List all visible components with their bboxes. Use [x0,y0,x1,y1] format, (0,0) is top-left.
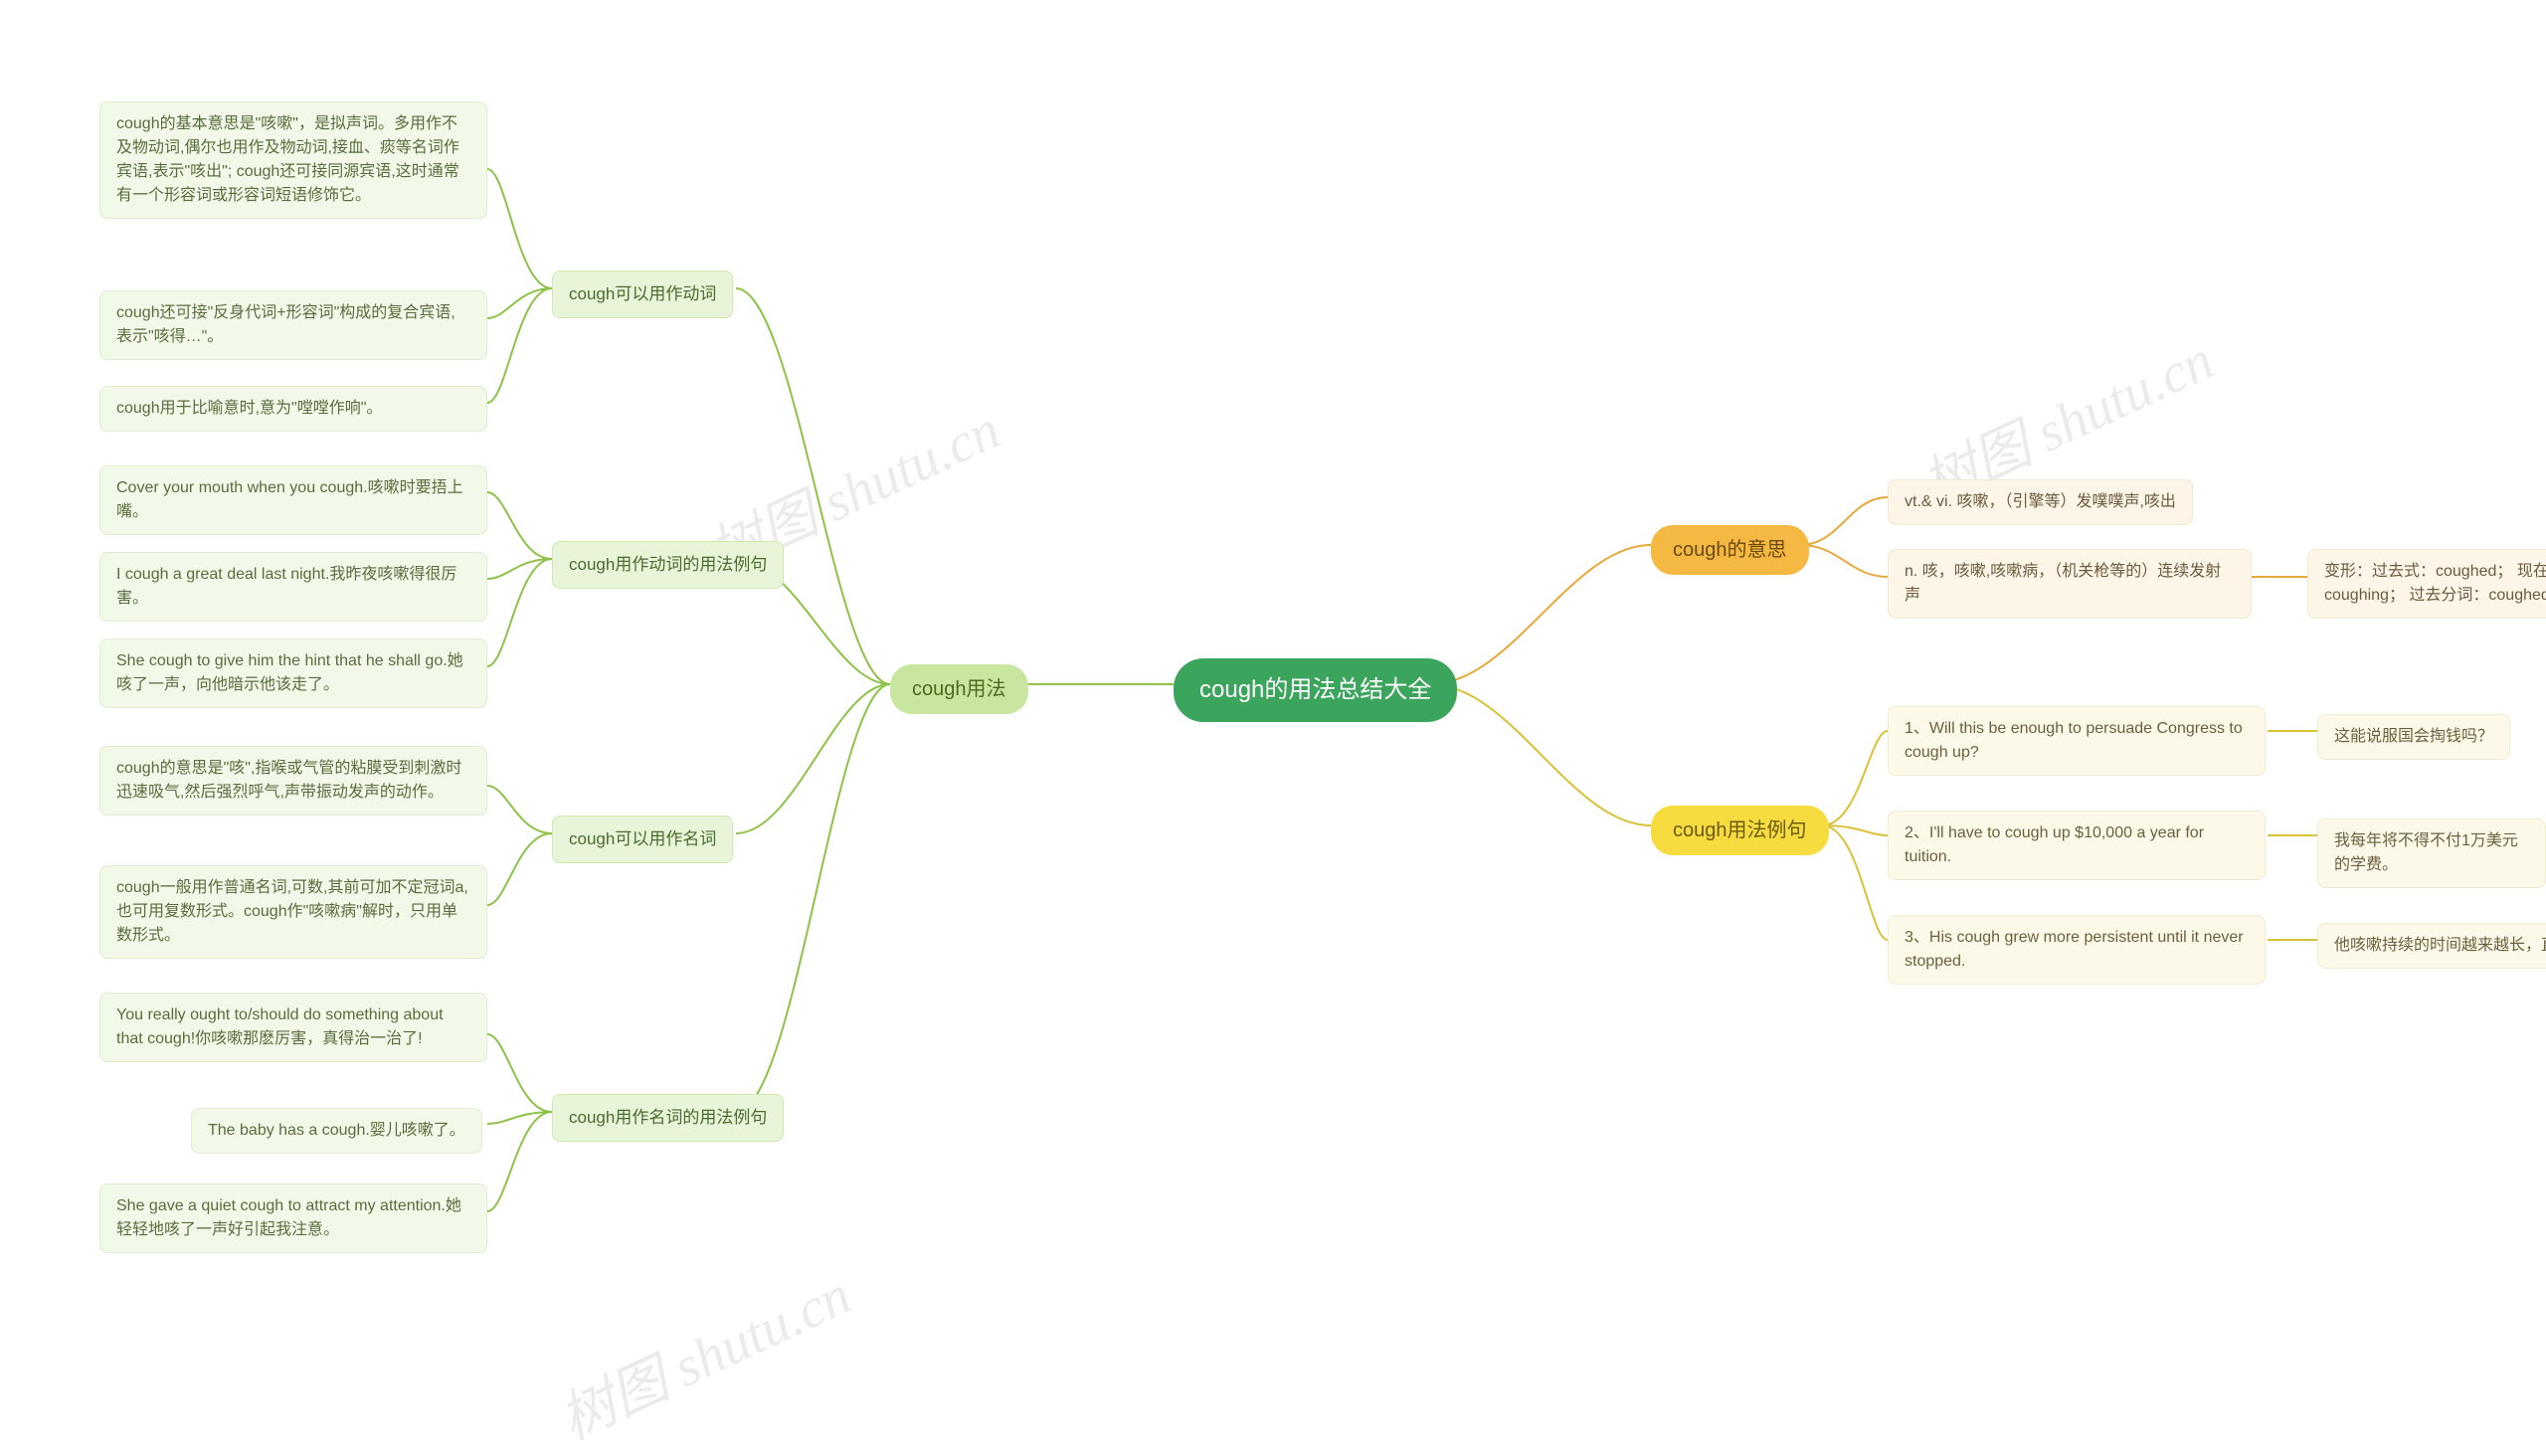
sub-verb[interactable]: cough可以用作动词 [552,271,733,318]
leaf-ex-2-en: 2、I'll have to cough up $10,000 a year f… [1888,811,2266,880]
leaf-ex-3-zh: 他咳嗽持续的时间越来越长，直到咳个不停。 [2317,923,2546,969]
branch-examples[interactable]: cough用法例句 [1651,806,1829,855]
leaf-meaning-2: n. 咳，咳嗽,咳嗽病，（机关枪等的）连续发射声 [1888,549,2252,619]
leaf-verb-1: cough的基本意思是"咳嗽"，是拟声词。多用作不及物动词,偶尔也用作及物动词,… [99,101,487,219]
leaf-ex-1-zh: 这能说服国会掏钱吗？ [2317,714,2510,760]
sub-noun-examples[interactable]: cough用作名词的用法例句 [552,1094,784,1142]
leaf-meaning-1: vt.& vi. 咳嗽，（引擎等）发噗噗声,咳出 [1888,479,2193,525]
leaf-nex-1: You really ought to/should do something … [99,993,487,1062]
branch-usage[interactable]: cough用法 [890,664,1028,714]
leaf-ex-1-en: 1、Will this be enough to persuade Congre… [1888,706,2266,776]
leaf-noun-1: cough的意思是"咳",指喉或气管的粘膜受到刺激时迅速吸气,然后强烈呼气,声带… [99,746,487,816]
leaf-vex-2: I cough a great deal last night.我昨夜咳嗽得很厉… [99,552,487,622]
sub-noun[interactable]: cough可以用作名词 [552,816,733,863]
leaf-nex-3: She gave a quiet cough to attract my att… [99,1183,487,1253]
watermark: 树图 shutu.cn [545,1250,862,1455]
branch-meaning[interactable]: cough的意思 [1651,525,1809,575]
root-node[interactable]: cough的用法总结大全 [1174,658,1457,722]
sub-verb-examples[interactable]: cough用作动词的用法例句 [552,541,784,589]
leaf-verb-3: cough用于比喻意时,意为"嘡嘡作响"。 [99,386,487,432]
leaf-ex-2-zh: 我每年将不得不付1万美元的学费。 [2317,819,2546,888]
leaf-vex-1: Cover your mouth when you cough.咳嗽时要捂上嘴。 [99,465,487,535]
leaf-noun-2: cough一般用作普通名词,可数,其前可加不定冠词a,也可用复数形式。cough… [99,865,487,959]
leaf-ex-3-en: 3、His cough grew more persistent until i… [1888,915,2266,985]
leaf-vex-3: She cough to give him the hint that he s… [99,638,487,708]
leaf-meaning-2-sub: 变形：过去式：coughed； 现在分词：coughing； 过去分词：coug… [2307,549,2546,619]
leaf-nex-2: The baby has a cough.婴儿咳嗽了。 [191,1108,482,1154]
leaf-verb-2: cough还可接"反身代词+形容词"构成的复合宾语,表示"咳得…"。 [99,290,487,360]
